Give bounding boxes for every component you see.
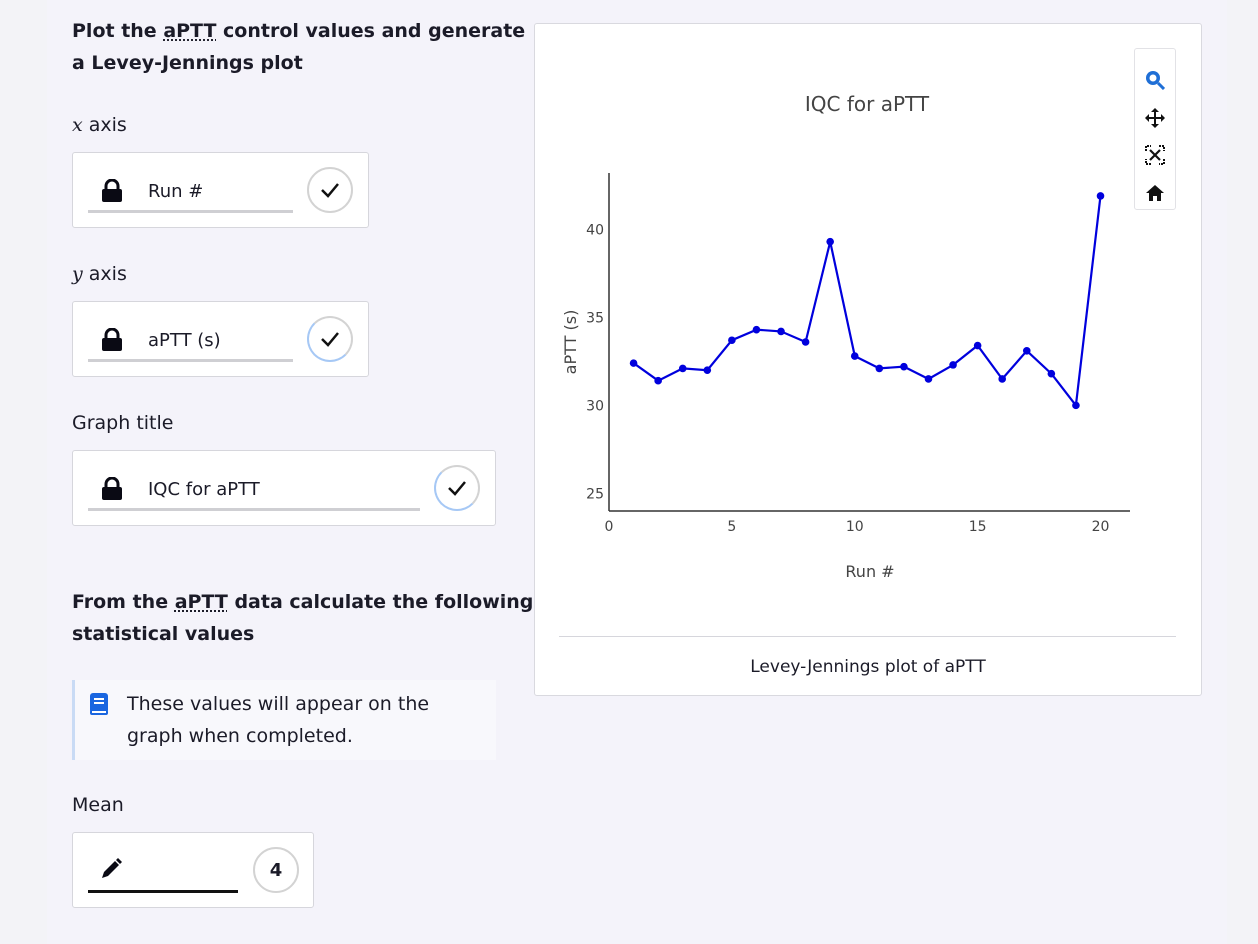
info-note-text: These values will appear on the graph wh… [127, 693, 430, 747]
x-axis-value: Run # [148, 181, 204, 202]
y-axis-underline [88, 359, 293, 362]
x-axis-field[interactable]: Run # [72, 152, 369, 228]
y-axis-label: y axis [72, 263, 127, 285]
mean-attempt-count: 4 [269, 859, 283, 881]
statistics-heading: From the aPTT data calculate the followi… [72, 591, 534, 645]
y-axis-check-status [307, 316, 353, 362]
mean-field[interactable]: 4 [72, 832, 314, 908]
lock-icon [101, 178, 123, 207]
plot-instructions-heading: Plot the aPTT control values and generat… [72, 20, 526, 74]
mean-attempt-counter: 4 [253, 847, 299, 893]
aptt-abbreviation[interactable]: aPTT [163, 20, 217, 42]
graph-title-label: Graph title [72, 412, 174, 434]
mean-input[interactable] [89, 853, 241, 885]
chart-toolbar [1134, 48, 1176, 210]
chart-caption: Levey-Jennings plot of aPTT [750, 657, 986, 677]
aptt-abbreviation[interactable]: aPTT [174, 591, 228, 613]
y-axis-value: aPTT (s) [148, 330, 221, 351]
info-note: These values will appear on the graph wh… [72, 680, 496, 760]
mean-underline [88, 890, 238, 893]
lock-icon [101, 476, 123, 505]
check-icon [448, 481, 466, 496]
check-icon [321, 183, 339, 198]
x-axis-underline [88, 210, 293, 213]
graph-title-check-status [434, 465, 480, 511]
reset-home-icon[interactable] [1145, 183, 1165, 203]
y-axis-field[interactable]: aPTT (s) [72, 301, 369, 377]
graph-title-underline [88, 508, 420, 511]
book-icon [89, 692, 109, 720]
mean-label: Mean [72, 794, 124, 816]
pan-icon[interactable] [1145, 108, 1165, 128]
graph-title-value: IQC for aPTT [148, 479, 260, 500]
autoscale-icon[interactable] [1145, 145, 1165, 165]
x-axis-check-status [307, 167, 353, 213]
lock-icon [101, 327, 123, 356]
caption-divider [559, 636, 1176, 637]
x-axis-label: x axis [72, 114, 127, 136]
chart-card [534, 23, 1202, 696]
check-icon [321, 332, 339, 347]
zoom-icon[interactable] [1145, 70, 1165, 90]
graph-title-field[interactable]: IQC for aPTT [72, 450, 496, 526]
